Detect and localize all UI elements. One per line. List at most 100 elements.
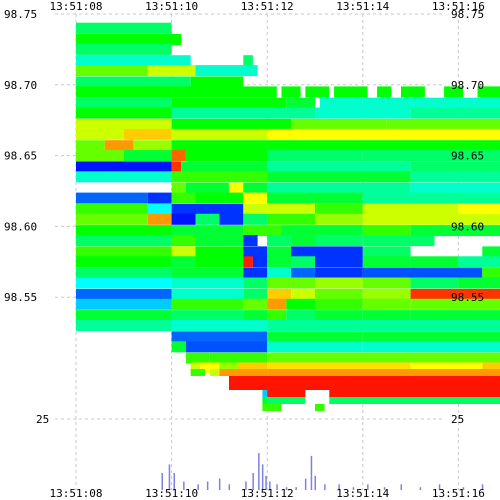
heatmap-cell (315, 310, 363, 322)
heatmap-cell (76, 161, 172, 173)
x-tick-label-top: 13:51:08 (50, 0, 103, 13)
volume-bar (383, 487, 386, 490)
volume-bar (367, 484, 369, 490)
volume-bar (252, 473, 254, 490)
volume-bar (197, 484, 199, 490)
heatmap-cell (458, 97, 500, 109)
volume-bar (400, 484, 402, 490)
heatmap-cell (171, 310, 244, 322)
heatmap-cell (458, 213, 500, 225)
heatmap-cell (267, 182, 411, 194)
heatmap-cell (185, 150, 268, 162)
x-tick-label-bottom: 13:51:14 (336, 487, 389, 500)
heatmap-cell (444, 86, 464, 98)
heatmap-cell (171, 341, 186, 353)
y-tick-label-right: 98.55 (451, 291, 484, 304)
heatmap-cell (76, 150, 124, 162)
heatmap-cell (243, 203, 268, 215)
heatmap-cell (267, 298, 287, 310)
heatmap-cell (362, 235, 401, 247)
heatmap-cell (458, 256, 500, 268)
heatmap-cell (243, 225, 282, 237)
heatmap-cell (410, 298, 500, 310)
heatmap-cell (315, 225, 363, 237)
heatmap-cell (171, 298, 244, 310)
ladder-cell (329, 397, 500, 404)
volume-bar (295, 487, 297, 490)
y-tick-label-right: 98.75 (451, 8, 484, 21)
heatmap-cell (267, 320, 500, 331)
heatmap-cell (243, 192, 268, 204)
heatmap-cell (458, 277, 500, 289)
heatmap-cell (362, 331, 500, 343)
heatmap-cell (286, 298, 315, 310)
heatmap-cell (315, 298, 363, 310)
heatmap-cell (171, 107, 315, 119)
heatmap-cell (171, 171, 268, 183)
heatmap-cell (362, 267, 483, 279)
heatmap-cell (76, 171, 172, 183)
y-tick-label-left: 98.75 (4, 8, 37, 21)
heatmap-cell (267, 235, 292, 247)
heatmap-cell (267, 203, 315, 215)
heatmap-cell (362, 192, 500, 204)
volume-bar (218, 478, 221, 490)
heatmap-cell (267, 310, 287, 322)
heatmap-cell (482, 267, 500, 279)
heatmap-cell (171, 256, 196, 268)
heatmap-cell (76, 320, 172, 331)
heatmap-cell (147, 65, 196, 77)
heatmap-cell (362, 298, 411, 310)
heatmap-cell (267, 161, 411, 173)
volume-bar (352, 487, 355, 490)
heatmap-cell (76, 55, 191, 67)
heatmap-cell (267, 362, 339, 374)
heatmap-cell (76, 225, 172, 237)
heatmap-cell (238, 362, 268, 374)
x-tick-label-bottom: 13:51:16 (432, 487, 485, 500)
tick-labels: 13:51:08 13:51:08 13:51:10 13:51:10 13:51:12… (4, 0, 485, 500)
volume-bar (261, 464, 264, 490)
heatmap-cell (171, 118, 292, 130)
heatmap-cell (171, 320, 268, 331)
heatmap-cell (401, 86, 425, 98)
bottom-ladder-cells (190, 369, 500, 411)
heatmap-cell (123, 128, 172, 140)
volume-bar (206, 481, 209, 490)
heatmap-cell (410, 171, 500, 183)
ladder-cell (209, 369, 220, 376)
heatmap-cell (252, 256, 268, 268)
heatmap-cell (362, 203, 459, 215)
y-tick-label-right: 98.65 (451, 150, 484, 163)
heatmap-cell (147, 213, 172, 225)
heatmap-cell (76, 43, 172, 55)
heatmap-cell (171, 97, 287, 109)
heatmap-cell (334, 86, 368, 98)
heatmap-cell (195, 65, 258, 77)
ladder-cell (267, 369, 500, 376)
heatmap-cell (76, 203, 148, 215)
heatmap-cell (171, 203, 244, 215)
heatmap-cell (76, 140, 105, 152)
volume-bar (265, 475, 267, 490)
heatmap-cell (229, 213, 244, 225)
volume-bar (324, 484, 326, 490)
heatmap-cell (243, 256, 253, 268)
heatmap-cell (410, 362, 483, 374)
heatmap-cell (291, 246, 315, 258)
volume-bar (228, 484, 230, 490)
heatmap-cell (291, 256, 315, 268)
x-tick-label-bottom: 13:51:08 (50, 487, 103, 500)
heatmap-cell (76, 298, 172, 310)
heatmap-cell (195, 256, 244, 268)
heatmap-cell (185, 352, 210, 364)
heatmap-cell (185, 182, 229, 194)
heatmap-cell (171, 213, 196, 225)
heatmap-cell (171, 140, 268, 152)
ladder-cell (329, 390, 500, 397)
heatmap-cell (190, 362, 201, 374)
heatmap-cell (76, 213, 148, 225)
x-tick-label-top: 13:51:12 (241, 0, 294, 13)
heatmap-cell (281, 225, 315, 237)
ladder-cell (267, 390, 306, 397)
